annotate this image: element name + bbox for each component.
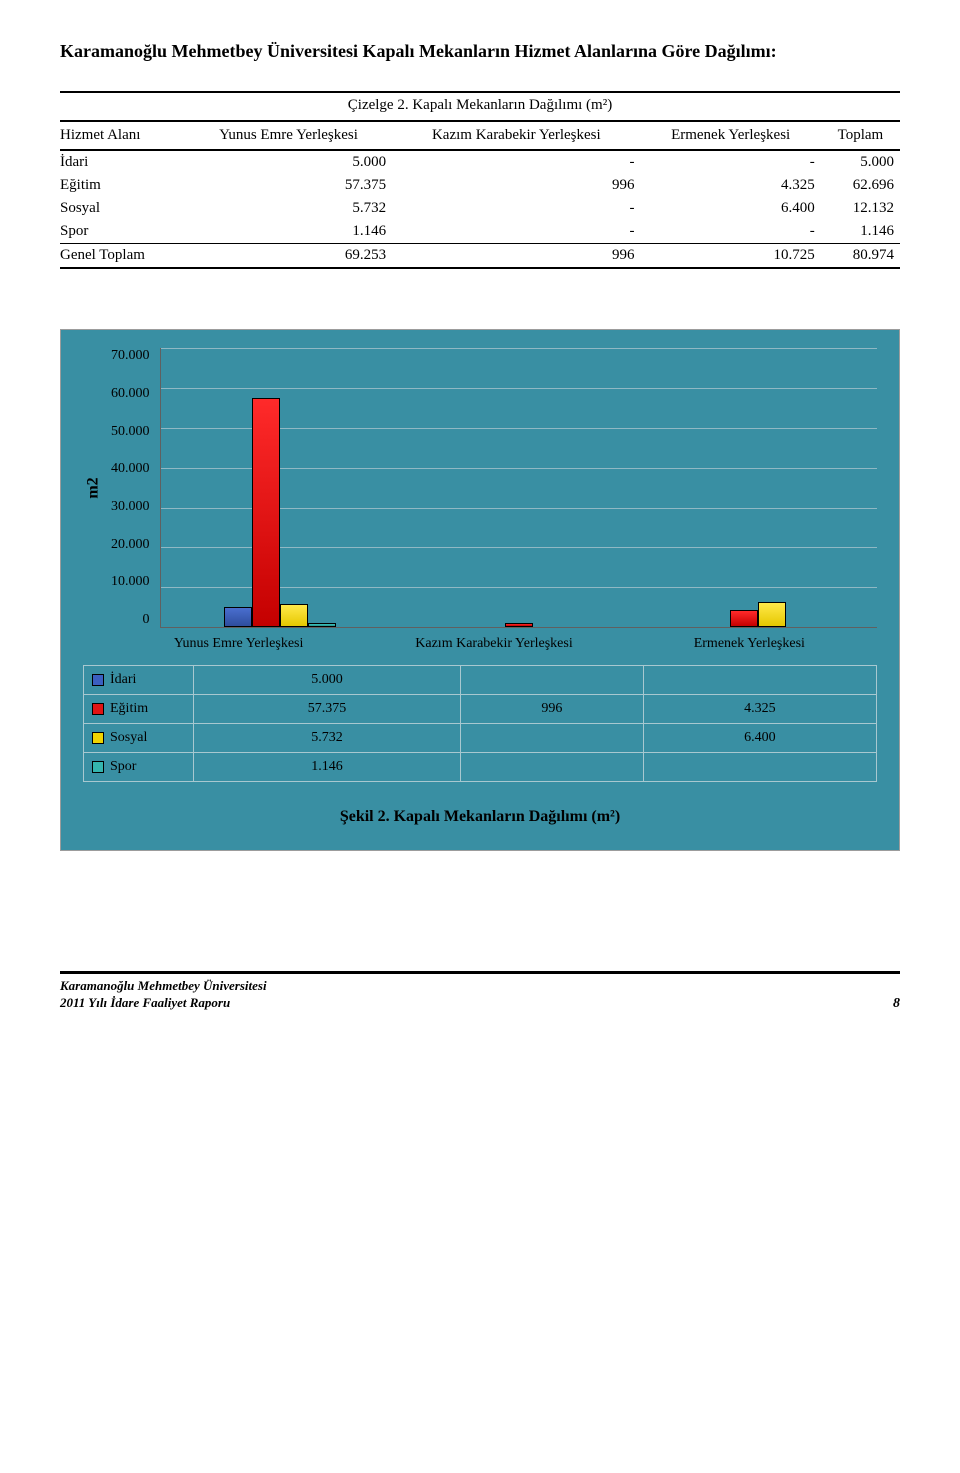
y-tick-label: 10.000 xyxy=(111,574,150,590)
legend-value: 6.400 xyxy=(643,723,876,752)
table-cell: 4.325 xyxy=(641,174,821,197)
table-cell: Eğitim xyxy=(60,174,185,197)
table-row: Spor1.146--1.146 xyxy=(60,220,900,244)
table-caption: Çizelge 2. Kapalı Mekanların Dağılımı (m… xyxy=(60,92,900,121)
legend-value: 5.732 xyxy=(194,723,461,752)
legend-value: 4.325 xyxy=(643,694,876,723)
y-tick-label: 70.000 xyxy=(111,348,150,364)
table-row: Genel Toplam69.25399610.72580.974 xyxy=(60,244,900,269)
legend-label: Sosyal xyxy=(84,723,194,752)
table-cell: 996 xyxy=(392,244,640,269)
legend-swatch xyxy=(92,732,104,744)
bar xyxy=(730,610,758,627)
legend-row: Eğitim 57.3759964.325 xyxy=(84,694,877,723)
page-footer: Karamanoğlu Mehmetbey Üniversitesi 2011 … xyxy=(60,971,900,1012)
table-cell: 62.696 xyxy=(821,174,900,197)
legend-value: 57.375 xyxy=(194,694,461,723)
y-axis-labels: 70.000 60.000 50.000 40.000 30.000 20.000 10.0… xyxy=(111,348,154,628)
legend-value xyxy=(460,723,643,752)
footer-line1: Karamanoğlu Mehmetbey Üniversitesi xyxy=(60,978,267,995)
legend-value xyxy=(460,752,643,781)
table-cell: 996 xyxy=(392,174,640,197)
table-cell: 1.146 xyxy=(185,220,392,244)
chart-plot xyxy=(160,348,878,628)
bar xyxy=(252,398,280,627)
legend-value xyxy=(643,752,876,781)
table-row: Sosyal5.732-6.40012.132 xyxy=(60,197,900,220)
table-cell: Sosyal xyxy=(60,197,185,220)
table-cell: 5.000 xyxy=(821,150,900,174)
legend-swatch xyxy=(92,674,104,686)
legend-series-name: İdari xyxy=(110,672,136,687)
table-cell: - xyxy=(641,220,821,244)
legend-swatch xyxy=(92,703,104,715)
y-tick-label: 20.000 xyxy=(111,537,150,553)
table-row: Eğitim57.3759964.32562.696 xyxy=(60,174,900,197)
legend-label: Eğitim xyxy=(84,694,194,723)
table-cell: - xyxy=(392,197,640,220)
bar-group xyxy=(161,348,400,627)
data-table: Çizelge 2. Kapalı Mekanların Dağılımı (m… xyxy=(60,91,900,269)
table-cell: 12.132 xyxy=(821,197,900,220)
footer-line2: 2011 Yılı İdare Faaliyet Raporu xyxy=(60,995,267,1012)
table-row: İdari5.000--5.000 xyxy=(60,150,900,174)
bar xyxy=(758,602,786,628)
chart-caption: Şekil 2. Kapalı Mekanların Dağılımı (m²) xyxy=(83,808,877,826)
table-cell: - xyxy=(392,220,640,244)
bar xyxy=(224,607,252,627)
legend-value: 5.000 xyxy=(194,665,461,694)
header-kazim: Kazım Karabekir Yerleşkesi xyxy=(392,121,640,150)
header-yunus: Yunus Emre Yerleşkesi xyxy=(185,121,392,150)
legend-row: İdari 5.000 xyxy=(84,665,877,694)
table-cell: 1.146 xyxy=(821,220,900,244)
table-cell: - xyxy=(392,150,640,174)
table-cell: Spor xyxy=(60,220,185,244)
legend-value: 996 xyxy=(460,694,643,723)
legend-row: Spor 1.146 xyxy=(84,752,877,781)
footer-page-no: 8 xyxy=(893,996,900,1012)
legend-label: Spor xyxy=(84,752,194,781)
table-cell: 5.732 xyxy=(185,197,392,220)
table-cell: Genel Toplam xyxy=(60,244,185,269)
header-hizmet: Hizmet Alanı xyxy=(60,121,185,150)
legend-label: İdari xyxy=(84,665,194,694)
table-cell: 6.400 xyxy=(641,197,821,220)
table-cell: - xyxy=(641,150,821,174)
x-tick-label: Ermenek Yerleşkesi xyxy=(622,636,877,653)
table-cell: 69.253 xyxy=(185,244,392,269)
table-cell: 57.375 xyxy=(185,174,392,197)
table-cell: 80.974 xyxy=(821,244,900,269)
bar xyxy=(505,623,533,627)
bar-group xyxy=(638,348,877,627)
header-ermenek: Ermenek Yerleşkesi xyxy=(641,121,821,150)
legend-swatch xyxy=(92,761,104,773)
bar-group xyxy=(399,348,638,627)
header-toplam: Toplam xyxy=(821,121,900,150)
legend-series-name: Eğitim xyxy=(110,701,148,716)
y-tick-label: 50.000 xyxy=(111,424,150,440)
bar xyxy=(308,623,336,628)
legend-value xyxy=(643,665,876,694)
table-cell: 10.725 xyxy=(641,244,821,269)
x-axis-labels: Yunus Emre YerleşkesiKazım Karabekir Yer… xyxy=(111,628,877,665)
y-tick-label: 30.000 xyxy=(111,499,150,515)
legend-series-name: Spor xyxy=(110,759,136,774)
page-title: Karamanoğlu Mehmetbey Üniversitesi Kapal… xyxy=(60,40,900,63)
table-cell: 5.000 xyxy=(185,150,392,174)
chart-container: m2 70.000 60.000 50.000 40.000 30.000 20.000 1… xyxy=(60,329,900,851)
legend-table: İdari 5.000 Eğitim 57.3759964.325 Sosyal 5.73… xyxy=(83,665,877,782)
legend-row: Sosyal 5.732 6.400 xyxy=(84,723,877,752)
table-cell: İdari xyxy=(60,150,185,174)
y-tick-label: 40.000 xyxy=(111,461,150,477)
y-axis-title: m2 xyxy=(83,348,105,628)
legend-value: 1.146 xyxy=(194,752,461,781)
bar xyxy=(280,604,308,627)
legend-value xyxy=(460,665,643,694)
legend-series-name: Sosyal xyxy=(110,730,147,745)
y-tick-label: 60.000 xyxy=(111,386,150,402)
y-tick-label: 0 xyxy=(111,612,150,628)
x-tick-label: Kazım Karabekir Yerleşkesi xyxy=(366,636,621,653)
x-tick-label: Yunus Emre Yerleşkesi xyxy=(111,636,366,653)
